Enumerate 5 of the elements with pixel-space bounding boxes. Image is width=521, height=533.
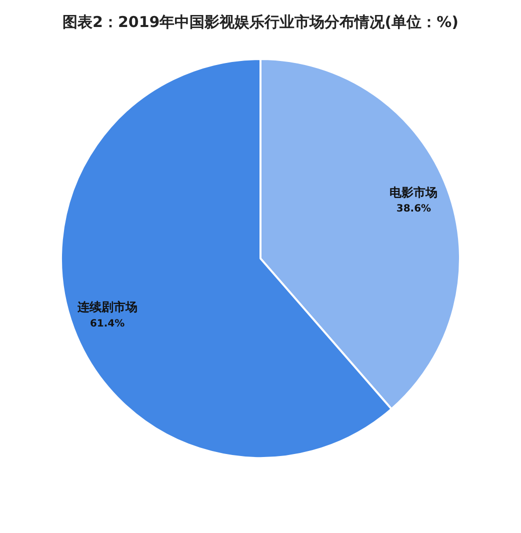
data-label: 38.6% [396,204,432,215]
chart-title: 图表2：2019年中国影视娱乐行业市场分布情况(单位：%) [62,12,458,31]
data-label: 61.4% [90,318,125,330]
slice-label: 连续剧市场 [76,300,138,314]
slice-label: 电影市场 [390,185,438,200]
